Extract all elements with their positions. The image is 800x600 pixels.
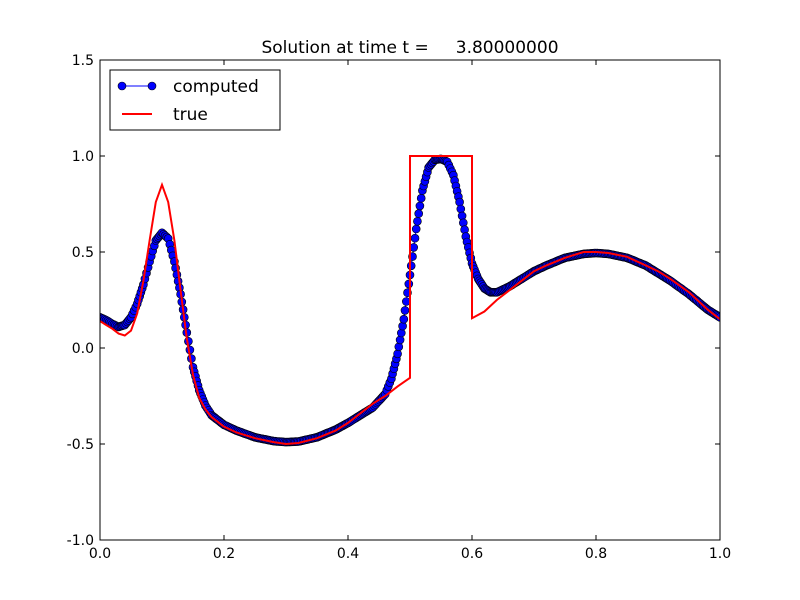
chart-title: Solution at time t = 3.80000000 xyxy=(261,38,558,58)
legend-box xyxy=(109,69,281,131)
computed-point xyxy=(413,217,422,226)
computed-point xyxy=(415,201,425,211)
x-tick-label: 0.8 xyxy=(585,546,607,562)
axes-frame xyxy=(99,59,721,541)
y-tick-label: -1.0 xyxy=(67,533,94,549)
x-tick-label: 0.4 xyxy=(337,546,359,562)
legend-computed-marker-right xyxy=(147,81,157,91)
legend-computed-label: computed xyxy=(173,77,259,97)
y-tick-label: 0.5 xyxy=(72,245,94,261)
computed-point xyxy=(458,218,468,228)
computed-point xyxy=(399,314,409,324)
computed-point xyxy=(394,342,404,352)
legend-computed-marker-left xyxy=(117,81,127,91)
computed-point xyxy=(404,279,414,289)
y-tick-label: -0.5 xyxy=(67,437,94,453)
legend-true-label: true xyxy=(173,105,208,125)
x-tick-label: 0.0 xyxy=(89,546,111,562)
x-tick-label: 1.0 xyxy=(709,546,731,562)
legend: computed true xyxy=(109,69,281,131)
computed-point xyxy=(406,261,416,271)
true-series-line xyxy=(100,155,720,446)
computed-point xyxy=(400,306,410,315)
y-tick-label: 0.0 xyxy=(72,341,94,357)
computed-point xyxy=(396,328,406,338)
plot-area xyxy=(100,154,720,447)
axes-ticks: 0.0 0.2 0.4 0.6 0.8 1.0 -1.0 -0.5 0.0 0.5 1.0 1.5 xyxy=(67,53,731,562)
y-tick-label: 1.0 xyxy=(72,149,94,165)
computed-point xyxy=(410,233,420,243)
computed-point xyxy=(456,204,466,214)
computed-point xyxy=(411,224,421,234)
computed-point xyxy=(393,349,402,359)
x-tick-label: 0.6 xyxy=(461,546,483,562)
computed-point xyxy=(414,209,424,218)
x-tick-label: 0.2 xyxy=(213,546,235,562)
y-tick-label: 1.5 xyxy=(72,53,94,69)
computed-point xyxy=(416,193,426,203)
